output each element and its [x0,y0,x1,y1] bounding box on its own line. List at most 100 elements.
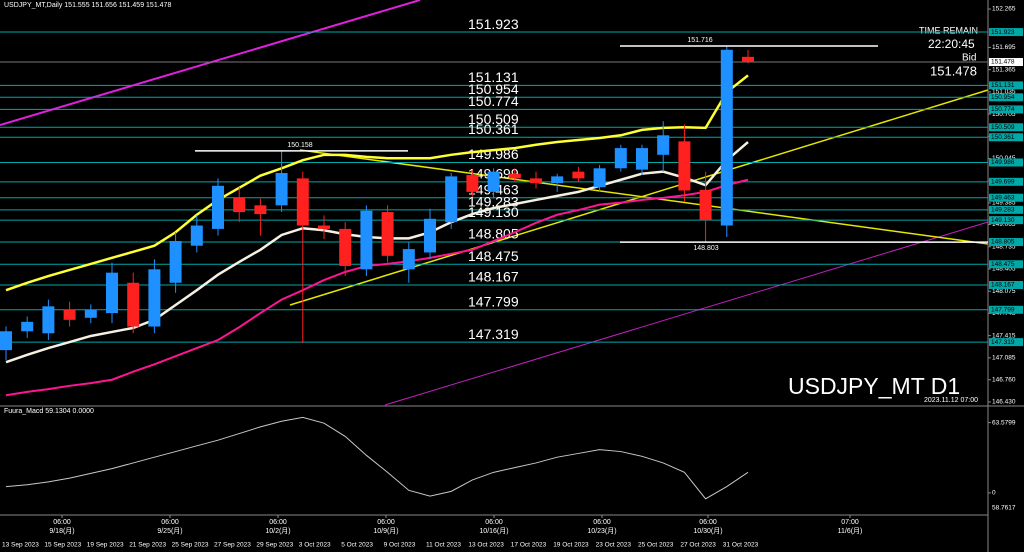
candle-body [169,241,182,283]
time-label: 06:00 [699,519,717,526]
time-label: 06:00 [593,519,611,526]
time-label: 07:00 [841,519,859,526]
date-label: 9/18(月) [49,527,74,535]
y-tick-label: 147.415 [992,332,1016,339]
y-tick-label: 149.385 [992,200,1016,207]
level-label: 147.319 [468,326,519,342]
x-tick-label: 19 Oct 2023 [553,542,589,549]
time-label: 06:00 [53,519,71,526]
moving-average [5,178,749,397]
date-label: 10/23(月) [587,527,616,535]
time-label: 06:00 [269,519,287,526]
candle-body [190,225,203,246]
candle-body [0,331,12,351]
candle-body [127,282,140,327]
x-tick-label: 9 Oct 2023 [384,542,416,549]
x-tick-label: 21 Sep 2023 [129,542,166,549]
level-axis-box [989,158,1023,167]
level-axis-box [989,238,1023,247]
candle-body [360,210,373,270]
date-label: 10/30(月) [693,527,722,535]
time-label: 06:00 [485,519,503,526]
date-label: 9/25(月) [157,527,182,535]
candle-body [699,189,712,221]
level-axis-label: 148.805 [991,239,1015,246]
candle-body [212,185,224,229]
x-tick-label: 3 Oct 2023 [299,542,331,549]
y-tick-label: 151.365 [992,66,1016,73]
candle-body [636,148,648,170]
symbol-label: USDJPY_MT D1 [788,373,960,399]
level-axis-box [989,81,1023,90]
candle-body [445,176,458,223]
level-axis-label: 148.167 [991,282,1015,289]
moving-average [5,141,749,364]
x-tick-label: 11 Oct 2023 [426,542,461,549]
level-axis-box [989,133,1023,142]
x-tick-label: 27 Oct 2023 [680,542,716,549]
level-axis-box [989,193,1023,202]
level-axis-box [989,205,1023,214]
x-tick-label: 17 Oct 2023 [511,542,547,549]
time-remain: 22:20:45 [928,37,975,51]
y-tick-label: 148.075 [992,288,1016,295]
candle-body [614,148,627,169]
candle-body [402,249,415,270]
candle-body [254,205,267,215]
candle-body [84,309,97,318]
level-axis-label: 150.361 [991,134,1015,141]
level-axis-label: 149.463 [991,194,1015,201]
indicator-line [5,416,749,500]
level-axis-box [989,93,1023,102]
level-axis-label: 147.799 [991,306,1015,313]
x-tick-label: 23 Oct 2023 [596,542,632,549]
candle-body [275,173,288,206]
candle-body [572,171,585,179]
date-label: 10/16(月) [479,527,508,535]
candle-body [21,321,34,332]
x-tick-label: 13 Oct 2023 [468,542,504,549]
date-label: 10/2(月) [265,527,290,535]
level-axis-box [989,216,1023,225]
y-tick-label: 152.265 [992,6,1016,13]
level-axis-label: 150.509 [991,124,1015,131]
level-axis-box [989,280,1023,289]
candle-body [42,306,55,334]
level-axis-label: 149.283 [991,207,1015,214]
price-mark-label: 150.158 [287,142,312,149]
date-label: 10/9(月) [373,527,398,535]
y-tick-label: 151.695 [992,44,1016,51]
level-axis-label: 150.954 [991,94,1015,101]
bid-value: 151.478 [930,63,977,78]
candle-body [551,176,564,184]
level-label: 149.130 [468,204,519,220]
moving-average [5,74,749,292]
candle-body [339,228,352,266]
candle-body [296,178,309,226]
candle-body [318,225,330,229]
bid-axis-box [989,58,1023,67]
level-axis-box [989,305,1023,314]
y-tick-label: 146.760 [992,376,1016,383]
level-label: 147.799 [468,293,519,309]
time-remain-label: TIME REMAIN [919,25,978,35]
candle-body [593,168,606,188]
y-tick-label: 0 [992,490,996,497]
x-tick-label: 25 Sep 2023 [172,542,209,549]
y-tick-label: 151.035 [992,89,1016,96]
x-tick-label: 13 Sep 2023 [2,542,39,549]
candle-body [742,56,754,63]
level-axis-box [989,338,1023,347]
candle-body [106,272,118,314]
level-label: 148.805 [468,226,519,242]
x-tick-label: 15 Sep 2023 [44,542,81,549]
level-label: 150.774 [468,93,519,109]
candle-body [657,135,670,155]
date-label: 11/6(月) [838,527,863,535]
indicator-scale-min: 58.7617 [992,505,1016,512]
x-tick-label: 29 Sep 2023 [256,542,293,549]
y-tick-label: 146.430 [992,399,1016,406]
candle-body [487,171,500,192]
price-mark-label: 148.803 [693,245,718,252]
level-axis-label: 151.131 [991,82,1015,89]
